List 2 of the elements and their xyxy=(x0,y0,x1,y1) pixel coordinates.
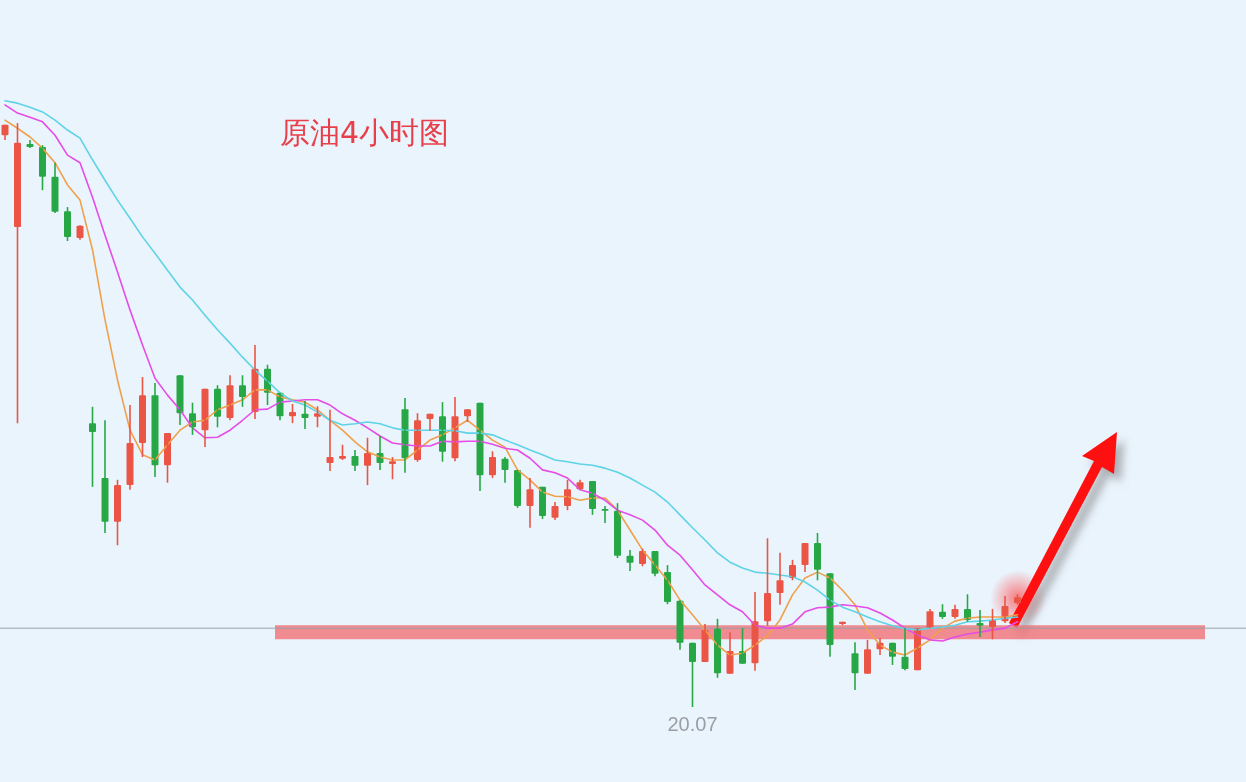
title: 原油4小时图 xyxy=(280,115,450,150)
annotation: 20.07 xyxy=(667,713,718,735)
